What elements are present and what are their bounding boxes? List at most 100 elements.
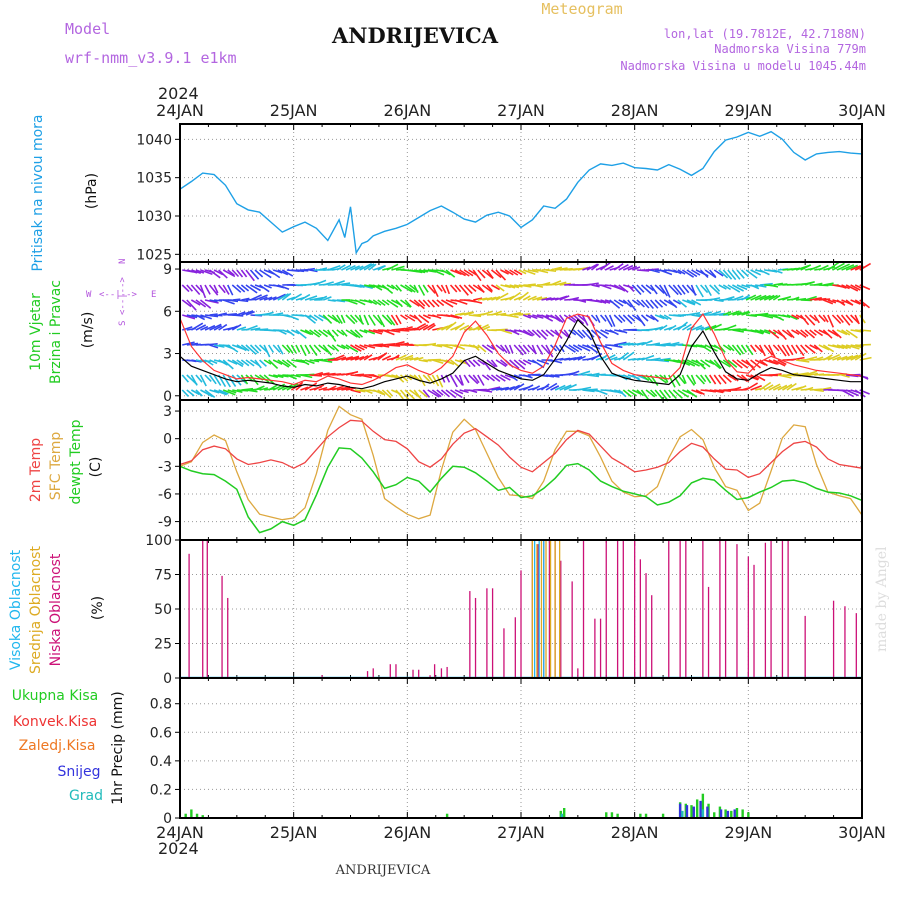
wind-barb [627, 299, 637, 311]
wind-barb [400, 326, 413, 331]
y-tick-label: 0 [163, 432, 172, 448]
wind-barb [727, 344, 735, 352]
precip-bar [747, 812, 750, 818]
wind-barb [450, 389, 463, 399]
wind-barb [214, 314, 223, 317]
wind-barb [536, 329, 547, 340]
wind-barb [259, 387, 269, 391]
wind-barb [345, 355, 360, 361]
wind-barb [681, 284, 690, 294]
wind-barb [304, 295, 318, 301]
wind-barb [377, 299, 386, 307]
wind-barb [659, 314, 669, 321]
wind-barb [331, 314, 341, 324]
wind-barb [709, 269, 717, 278]
wind-barb [809, 297, 822, 301]
wind-barb [490, 359, 498, 368]
wind-barb [240, 269, 248, 278]
wind-barb [295, 344, 301, 353]
wind-barb [240, 359, 250, 367]
wind-barb [732, 295, 744, 301]
wind-barb [568, 370, 580, 376]
precip-bar [699, 800, 702, 818]
precip-bar [701, 809, 705, 818]
wind-barb [681, 374, 687, 384]
wind-barb [663, 284, 671, 298]
wind-barb [554, 281, 567, 286]
wind-barb [536, 269, 549, 274]
wind-barb [241, 310, 254, 316]
wind-barb [545, 344, 554, 358]
wind-barb [695, 374, 705, 385]
wind-barb [809, 264, 822, 271]
wind-barb [213, 344, 225, 348]
wind-barb [690, 284, 697, 296]
wind-barb [772, 385, 782, 391]
wind-barb [772, 294, 781, 301]
wind-barb [308, 344, 318, 357]
wind-barb [659, 342, 671, 346]
precip-legend-item: Grad [69, 788, 103, 804]
wind-barb [818, 386, 832, 391]
wind-barb [750, 359, 761, 369]
wind-barb [413, 284, 419, 294]
wind-barb [454, 299, 468, 305]
wind-barb [454, 344, 466, 351]
wind-barb [273, 374, 284, 379]
precip-bar [735, 808, 739, 818]
wind-barb [740, 344, 748, 353]
wind-barb [509, 359, 520, 370]
wind-barb [754, 359, 766, 366]
wind-barb [182, 314, 196, 320]
day-label-bottom: 28JAN [611, 823, 659, 842]
wind-barb [432, 359, 444, 364]
wind-barb [190, 284, 201, 296]
wind-barb [718, 359, 731, 368]
wind-barb [304, 314, 316, 324]
wind-barb [399, 374, 409, 382]
wind-barb [291, 374, 301, 378]
wind-barb [249, 344, 260, 354]
wind-barb [649, 299, 659, 309]
wind-barb [618, 389, 627, 398]
wind-barb [590, 329, 602, 339]
wind-barb [486, 296, 497, 301]
wind-barb [495, 374, 506, 382]
wind-barb [759, 329, 771, 335]
wind-barb [777, 359, 787, 366]
wind-barb [727, 374, 737, 381]
wind-barb [381, 355, 392, 361]
wind-barb [749, 344, 757, 353]
wind-barb [841, 389, 855, 398]
wind-barb [245, 359, 255, 367]
wind-barb [404, 299, 412, 308]
wind-barb [509, 384, 521, 391]
wind-barb [404, 314, 416, 322]
wind-barb [836, 329, 848, 336]
wind-barb [572, 329, 584, 339]
wind-barb [249, 374, 259, 386]
wind-barb [745, 269, 758, 279]
wind-barb [504, 386, 516, 391]
wind-barb [240, 374, 249, 385]
wind-barb [300, 329, 312, 336]
wind-barb [458, 374, 464, 386]
wind-barb [332, 385, 344, 391]
wind-barb [204, 314, 219, 318]
wind-barb [755, 312, 769, 316]
wind-barb [227, 389, 237, 394]
wind-barb [377, 352, 388, 361]
wind-barb [527, 295, 537, 301]
wind-barb [618, 351, 629, 361]
wind-barb [208, 374, 217, 385]
wind-barb [741, 294, 751, 301]
wind-barb [286, 344, 294, 354]
wind-barb [227, 359, 238, 365]
precip-unit: 1hr Precip (mm) [110, 691, 126, 804]
wind-barb [450, 314, 463, 319]
day-label-bottom: 24JAN [156, 823, 204, 842]
wind-barb [363, 389, 373, 394]
wind-barb [723, 296, 735, 301]
wind-barb [313, 279, 327, 286]
wind-barb [399, 389, 410, 400]
